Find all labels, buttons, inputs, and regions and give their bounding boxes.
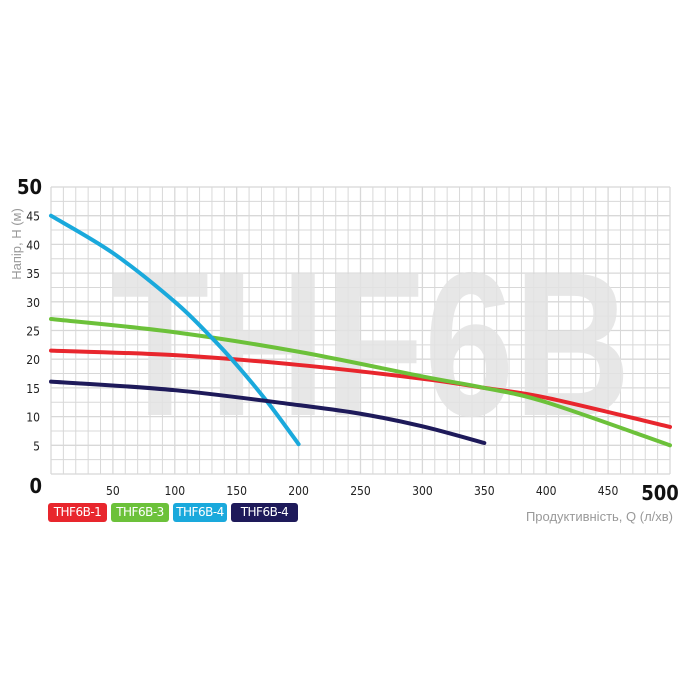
y-tick-label: 50 (17, 175, 42, 199)
y-axis-label: Напір, H (м) (9, 208, 24, 280)
y-tick-label: 40 (26, 238, 40, 252)
y-tick-label: 35 (26, 267, 40, 281)
x-tick-label: 200 (288, 484, 309, 498)
legend-item: THF6B-4 (231, 503, 298, 522)
legend-item: THF6B-3 (111, 503, 169, 522)
x-tick-label: 50 (106, 484, 120, 498)
x-tick-label: 500 (641, 481, 679, 505)
y-tick-label: 0 (29, 474, 42, 498)
x-tick-label: 250 (350, 484, 371, 498)
y-tick-label: 10 (26, 411, 40, 425)
y-tick-label: 5 (33, 439, 40, 453)
legend-item: THF6B-4 (173, 503, 227, 522)
series-line-thf6b-4-3 (49, 379, 487, 446)
y-tick-label: 20 (26, 353, 40, 367)
series-line-thf6b-1-0 (49, 348, 672, 429)
y-tick-label: 15 (26, 382, 40, 396)
x-tick-label: 300 (412, 484, 433, 498)
y-tick-label: 25 (26, 325, 40, 339)
x-tick-label: 100 (164, 484, 185, 498)
x-tick-label: 350 (474, 484, 495, 498)
x-tick-label: 450 (598, 484, 619, 498)
x-tick-label: 150 (226, 484, 247, 498)
y-tick-label: 45 (26, 210, 40, 224)
x-axis-label: Продуктивність, Q (л/хв) (526, 509, 673, 524)
legend-item: THF6B-1 (48, 503, 107, 522)
watermark: THF6B (111, 230, 631, 459)
x-tick-label: 400 (536, 484, 557, 498)
y-tick-label: 30 (26, 296, 40, 310)
series-line-thf6b-3-1 (49, 317, 672, 448)
